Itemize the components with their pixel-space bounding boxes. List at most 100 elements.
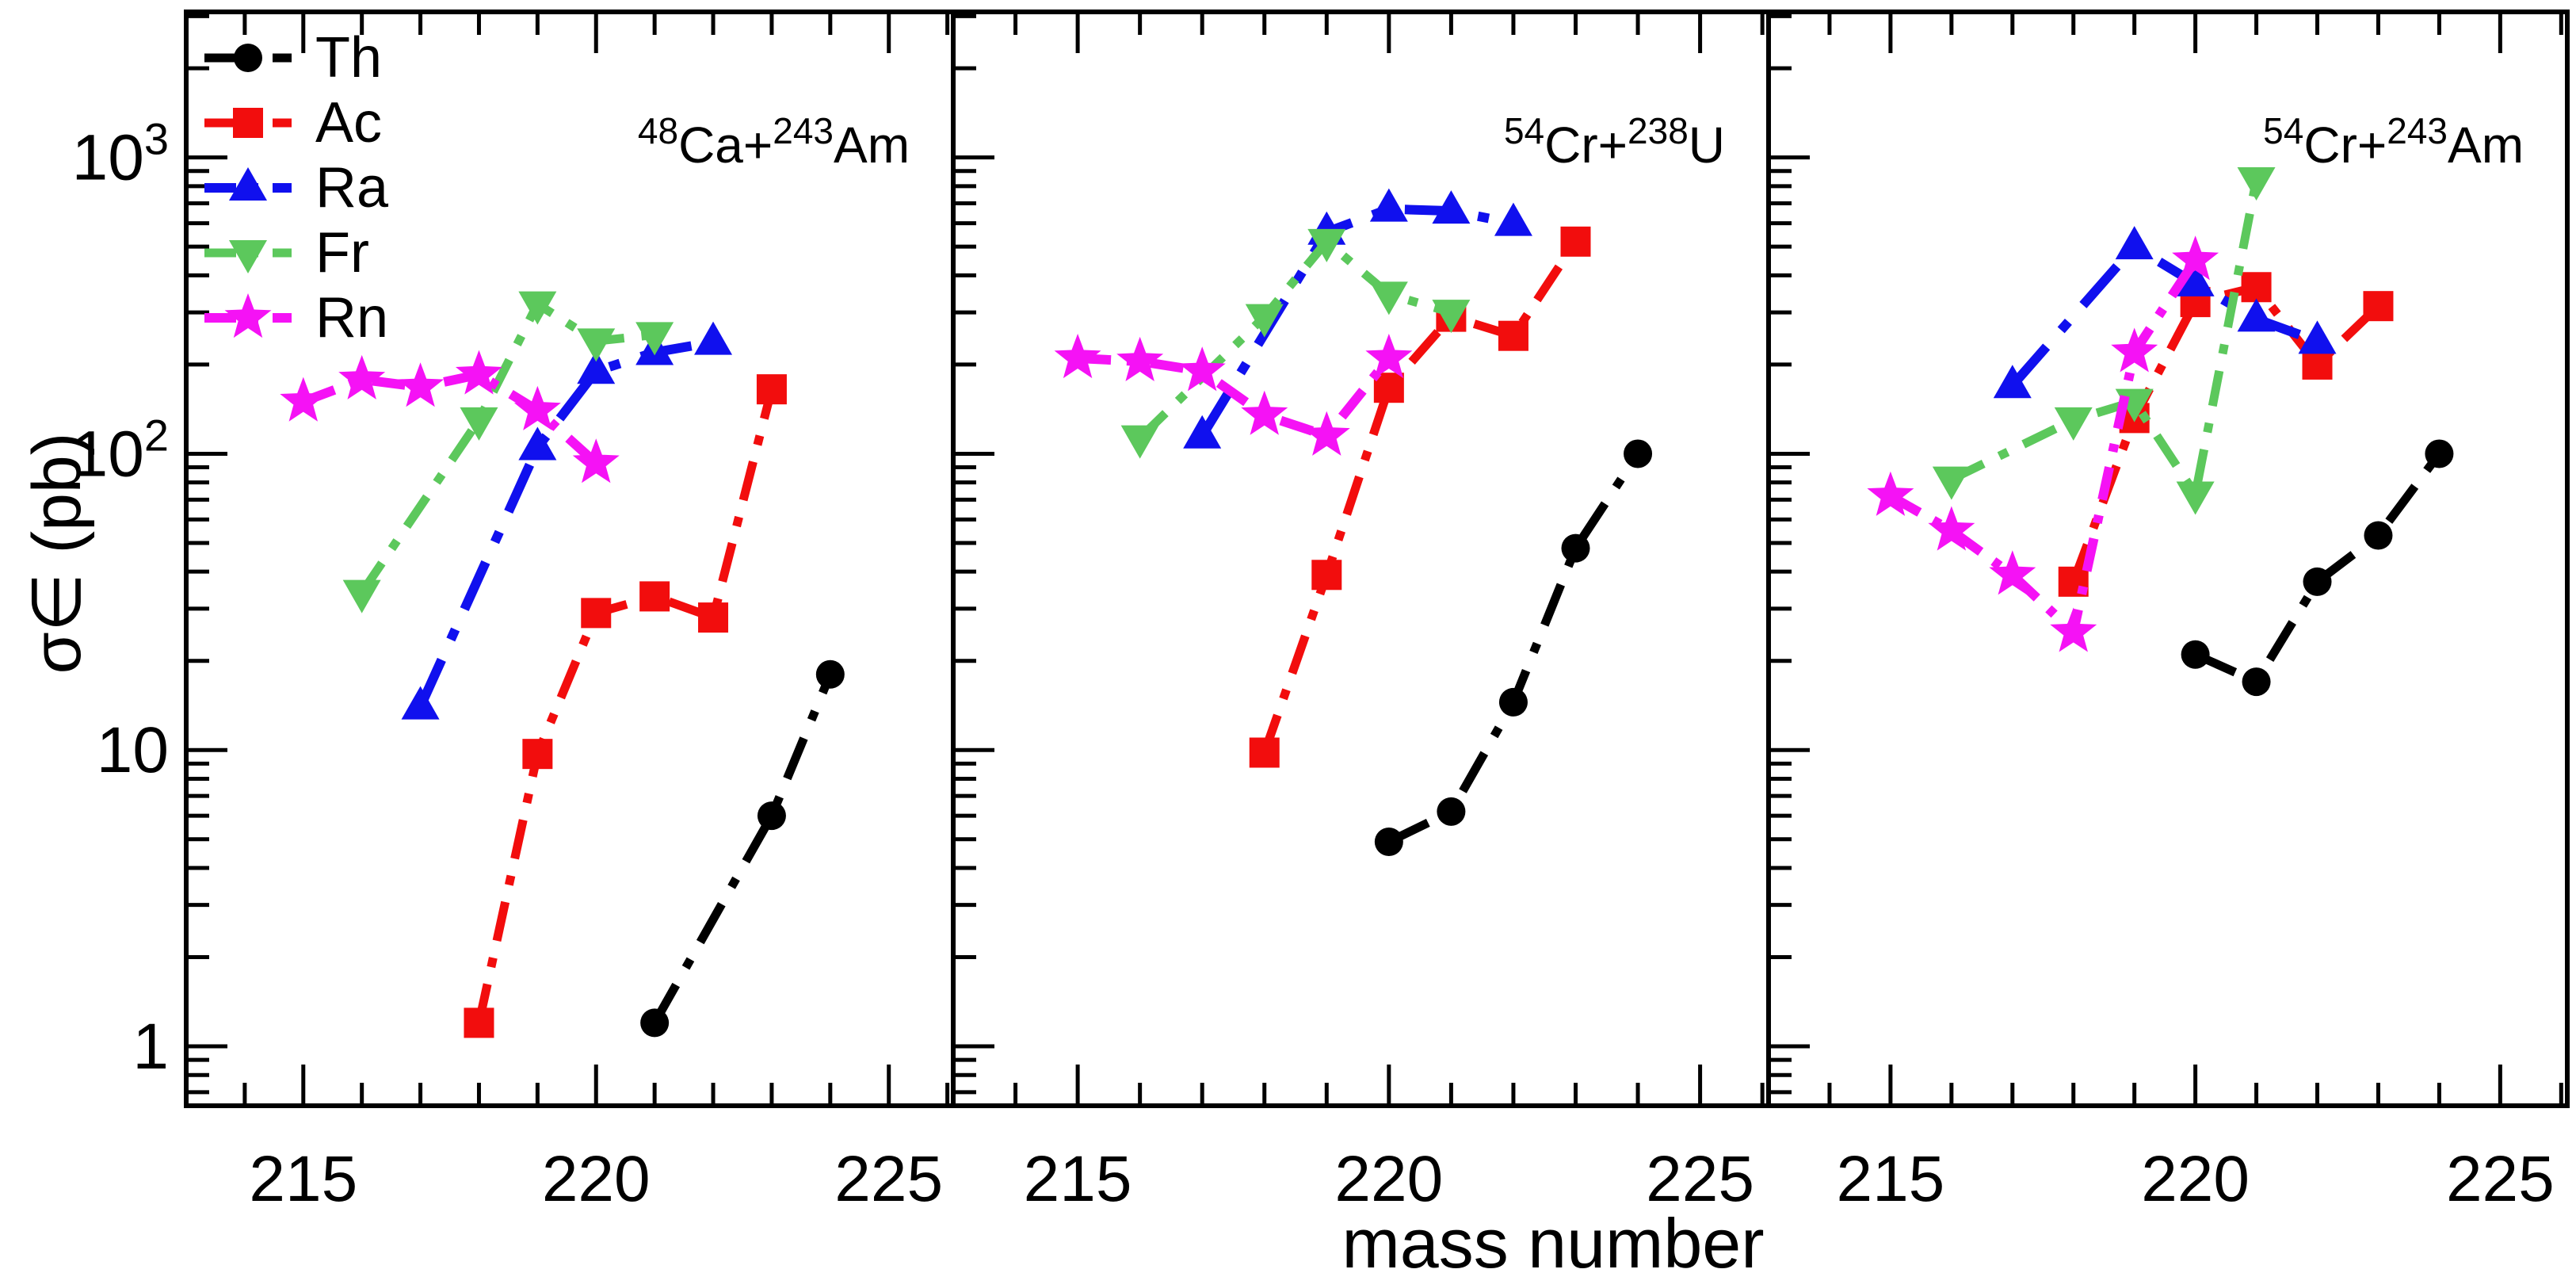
series-line-ra-panel-1 [416,337,715,709]
th-point-224 [1624,439,1653,468]
series-markers-fr-panel-1 [342,291,674,614]
rn-point-220 [2172,235,2219,281]
fr-point-220 [2176,481,2215,515]
panel-1-title: 48Ca+243Am [638,110,910,174]
ac-point-220 [581,598,612,629]
series-markers-th-panel-1 [640,659,845,1038]
panel-3-title: 54Cr+243Am [2263,110,2524,174]
rn-point-215 [280,377,327,422]
x-tick-label-220: 220 [1334,1143,1443,1215]
series-line-fr-panel-1 [358,297,655,595]
rn-point-217 [397,362,445,407]
ac-point-223 [2363,291,2394,322]
fr-point-221 [1432,300,1471,334]
series-line-ac-panel-1 [475,388,777,1024]
series-markers-rn-panel-3 [1867,235,2219,652]
panel-3-x-ticks [1766,12,2563,1106]
ra-point-221 [1432,190,1471,224]
x-tick-label-215: 215 [1836,1143,1944,1215]
ra-point-219 [518,426,557,461]
series-line-fr-panel-3 [1949,178,2261,506]
ra-point-221 [2237,298,2276,332]
ac-point-222 [2302,349,2333,380]
rn-point-217 [1989,550,2036,595]
ra-point-220 [2176,262,2215,296]
ac-point-223 [756,374,787,405]
series-markers-rn-panel-1 [280,350,620,484]
series-line-th-panel-2 [1387,451,1642,846]
rn-point-219 [2111,327,2158,373]
y-tick-label-100: 102 [72,410,169,490]
legend-item-ac: Ac [204,91,382,155]
legend-item-th: Th [204,26,382,90]
fr-point-218 [460,407,498,441]
th-point-221 [2242,667,2271,697]
rn-point-218 [1241,390,1288,435]
x-tick-label-225: 225 [834,1143,943,1215]
rn-point-219 [1303,411,1350,456]
series-line-ac-panel-3 [2069,282,2382,583]
panel-2-border [951,10,1771,1108]
x-tick-label-225: 225 [2446,1143,2555,1215]
fr-point-220 [1369,281,1408,315]
panel-1-border [184,10,956,1108]
fr-point-218 [2054,407,2093,441]
series-markers-th-panel-3 [2181,439,2454,697]
x-tick-label-215: 215 [249,1143,357,1215]
fr-point-219 [518,291,557,325]
panel-1-y-ticks [186,13,227,1095]
rn-point-216 [338,354,386,399]
fr-point-219 [1307,228,1346,262]
series-line-rn-panel-2 [1077,354,1393,442]
legend-label-ra: Ra [315,156,389,220]
series-line-rn-panel-1 [301,369,600,467]
ac-point-222 [1498,320,1528,351]
legend-item-rn: Rn [204,286,388,350]
legend-item-fr: Fr [204,221,369,285]
rn-point-220 [572,438,620,484]
fr-point-216 [342,579,381,614]
series-line-th-panel-1 [651,672,834,1026]
rn-legend-marker [224,293,272,338]
x-tick-label-215: 215 [1024,1143,1132,1215]
ra-point-217 [401,686,440,720]
fr-point-220 [577,328,616,362]
fr-point-221 [635,322,674,356]
ra-point-222 [1494,202,1532,236]
ac-point-221 [639,581,670,612]
th-point-220 [2181,640,2210,669]
fr-point-218 [1245,304,1284,338]
series-markers-ac-panel-1 [464,374,787,1038]
series-line-fr-panel-2 [1136,235,1452,442]
panel-1-x-ticks [184,12,950,1106]
ra-point-222 [2298,320,2337,354]
series-markers-fr-panel-2 [1120,228,1471,459]
ac-point-219 [522,739,553,770]
series-markers-fr-panel-3 [1932,166,2276,515]
legend-label-th: Th [315,26,382,90]
ac-point-221 [2241,272,2272,303]
legend-label-rn: Rn [315,286,388,350]
th-point-222 [1498,687,1528,717]
ra-point-217 [1183,415,1222,449]
y-tick-label-10: 10 [97,714,169,786]
series-markers-rn-panel-2 [1054,334,1413,456]
th-point-221 [640,1008,670,1038]
legend-item-ra: Ra [204,156,389,220]
rn-point-218 [2050,607,2097,652]
th-point-222 [2303,567,2332,596]
th-point-223 [1561,533,1590,563]
series-line-ra-panel-3 [2009,240,2319,389]
panel-3: 54Cr+243Am 215 220 225 [1766,10,2570,1215]
rn-point-217 [1178,346,1226,392]
fr-point-216 [1932,466,1971,500]
rn-point-218 [455,350,502,395]
ra-point-217 [1993,365,2032,399]
y-axis-label: σ∈ (pb) [19,432,95,675]
th-legend-marker [234,44,262,72]
series-markers-ra-panel-3 [1993,226,2337,399]
ac-point-218 [1249,737,1280,768]
x-tick-label-220: 220 [2141,1143,2250,1215]
